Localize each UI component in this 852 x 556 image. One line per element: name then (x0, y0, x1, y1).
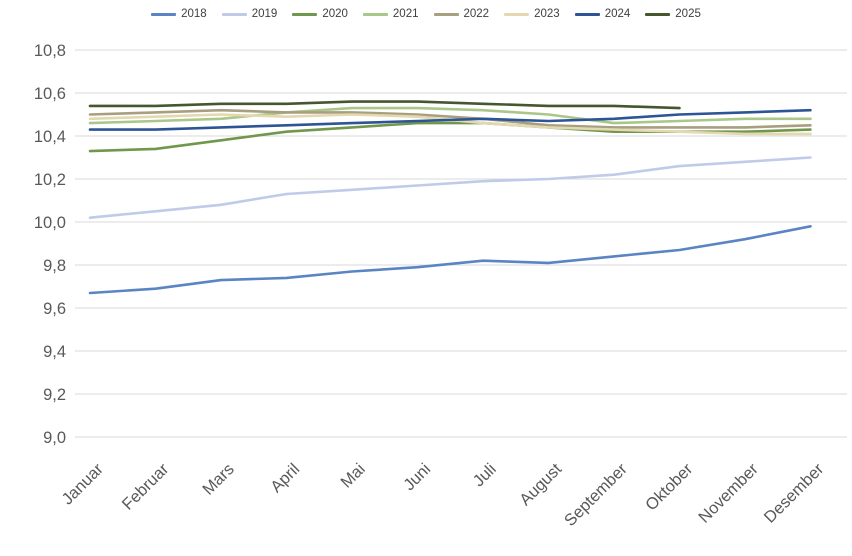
legend-item-2022: 2022 (433, 8, 490, 20)
legend-item-2024: 2024 (574, 8, 631, 20)
legend-swatch-2021 (362, 12, 388, 16)
x-axis-tick-label: September (561, 460, 631, 530)
legend-swatch-2018 (151, 12, 177, 16)
x-axis-tick-label: Mai (337, 460, 369, 492)
y-axis-tick-label: 10,8 (34, 42, 66, 60)
series-line-2022 (88, 108, 812, 129)
legend-item-2018: 2018 (151, 8, 207, 20)
series-line-2019 (88, 156, 812, 219)
legend-label: 2023 (534, 8, 560, 20)
x-axis-tick-label: Juni (400, 460, 434, 494)
x-axis-tick-label: Oktober (642, 460, 697, 515)
legend-label: 2019 (251, 8, 278, 20)
y-axis-tick-label: 9,0 (43, 429, 66, 447)
x-axis-tick-label: Mars (199, 460, 238, 499)
x-axis-tick-label: April (267, 460, 303, 496)
legend-swatch-2025 (645, 12, 671, 16)
legend-item-2025: 2025 (645, 8, 701, 20)
y-axis-tick-label: 10,4 (34, 128, 66, 146)
y-axis-tick-label: 9,4 (43, 343, 66, 361)
series-line-2018 (88, 225, 812, 295)
legend-label: 2022 (463, 8, 490, 20)
x-axis-tick-label: Desember (761, 460, 828, 527)
legend-label: 2018 (181, 8, 207, 20)
legend-item-2020: 2020 (292, 8, 348, 20)
chart-legend: 2018 2019 2020 2021 2022 2023 2024 2025 (0, 8, 852, 20)
x-axis-tick-label: Februar (119, 460, 173, 514)
series-line-2024 (88, 108, 812, 131)
x-axis-tick-label: November (695, 460, 762, 527)
legend-label: 2020 (322, 8, 348, 20)
y-axis-tick-label: 10,2 (34, 171, 66, 189)
series-line-2025 (88, 100, 681, 110)
legend-label: 2025 (675, 8, 701, 20)
legend-item-2021: 2021 (362, 8, 419, 20)
y-axis-tick-label: 10,6 (34, 85, 66, 103)
legend-swatch-2023 (504, 12, 530, 16)
legend-swatch-2020 (292, 12, 318, 16)
legend-swatch-2024 (574, 12, 600, 16)
legend-label: 2021 (392, 8, 419, 20)
legend-swatch-2022 (433, 12, 459, 16)
y-axis-tick-label: 10,0 (34, 214, 66, 232)
legend-item-2019: 2019 (221, 8, 278, 20)
x-axis-tick-label: Januar (58, 460, 107, 509)
x-axis-tick-label: August (516, 460, 565, 509)
legend-label: 2024 (604, 8, 631, 20)
x-axis-tick-label: Juli (470, 460, 500, 490)
legend-swatch-2019 (221, 12, 247, 16)
legend-item-2023: 2023 (504, 8, 560, 20)
series-line-2021 (88, 106, 812, 125)
y-axis-tick-label: 9,8 (43, 257, 66, 275)
y-axis-tick-label: 9,2 (43, 386, 66, 404)
y-axis-tick-label: 9,6 (43, 300, 66, 318)
